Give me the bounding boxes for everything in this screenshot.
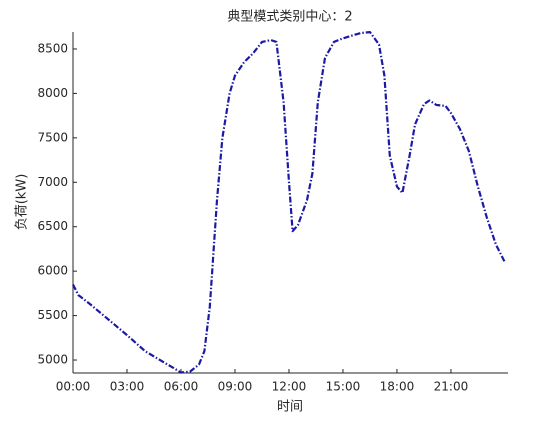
y-tick-label: 7500 (37, 130, 68, 144)
x-tick-label: 12:00 (272, 380, 307, 394)
x-tick-label: 09:00 (218, 380, 253, 394)
y-axis-label: 负荷(kW) (15, 174, 30, 231)
y-tick-label: 8500 (37, 41, 68, 55)
y-tick-label: 6000 (37, 264, 68, 278)
x-tick-label: 03:00 (110, 380, 145, 394)
x-tick-label: 15:00 (326, 380, 361, 394)
x-axis-label: 时间 (277, 400, 303, 415)
x-tick-label: 21:00 (434, 380, 469, 394)
x-tick-label: 00:00 (56, 380, 91, 394)
y-tick-label: 7000 (37, 175, 68, 189)
x-tick-label: 06:00 (164, 380, 199, 394)
data-line (72, 31, 506, 374)
x-tick-label: 18:00 (380, 380, 415, 394)
chart-title: 典型模式类别中心：2 (227, 10, 352, 25)
y-tick-label: 5500 (37, 308, 68, 322)
y-tick-label: 8000 (37, 86, 68, 100)
y-tick-label: 6500 (37, 219, 68, 233)
y-tick-label: 5000 (37, 353, 68, 367)
